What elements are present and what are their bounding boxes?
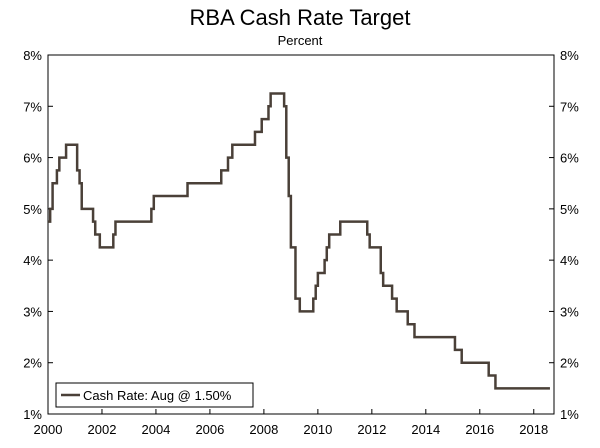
- y-tick-label-right: 2%: [560, 356, 579, 371]
- legend-label: Cash Rate: Aug @ 1.50%: [83, 388, 232, 403]
- legend: Cash Rate: Aug @ 1.50%: [55, 382, 254, 408]
- x-axis: 2000 2002 2004 2006 2008 2010 2012 2014 2016 2018: [34, 409, 548, 437]
- y-tick-label-right: 1%: [560, 407, 579, 422]
- x-tick-label: 2008: [249, 422, 278, 437]
- y-tick-label-left: 7%: [23, 99, 42, 114]
- y-tick-label-right: 3%: [560, 304, 579, 319]
- y-tick-label-left: 3%: [23, 304, 42, 319]
- x-tick-label: 2010: [303, 422, 332, 437]
- y-tick-label-left: 8%: [23, 48, 42, 63]
- y-tick-label-right: 4%: [560, 253, 579, 268]
- x-tick-label: 2014: [411, 422, 440, 437]
- y-tick-label-right: 7%: [560, 99, 579, 114]
- y-tick-label-right: 8%: [560, 48, 579, 63]
- y-tick-label-left: 2%: [23, 356, 42, 371]
- y-tick-label-right: 5%: [560, 202, 579, 217]
- y-tick-label-left: 4%: [23, 253, 42, 268]
- cash-rate-line: [48, 92, 550, 390]
- x-tick-label: 2012: [357, 422, 386, 437]
- y-tick-label-left: 1%: [23, 407, 42, 422]
- y-tick-label-left: 5%: [23, 202, 42, 217]
- plot-area: [47, 54, 555, 415]
- x-tick-label: 2018: [519, 422, 548, 437]
- chart-subtitle: Percent: [278, 33, 323, 48]
- y-tick-label-left: 6%: [23, 151, 42, 166]
- x-tick-label: 2006: [195, 422, 224, 437]
- chart-title: RBA Cash Rate Target: [190, 5, 411, 30]
- y-tick-label-right: 6%: [560, 151, 579, 166]
- legend-box: [55, 382, 254, 408]
- y-axis-right: 1% 2% 3% 4% 5% 6% 7% 8%: [549, 48, 579, 422]
- x-tick-label: 2000: [34, 422, 63, 437]
- x-tick-label: 2002: [88, 422, 117, 437]
- x-tick-label: 2016: [465, 422, 494, 437]
- x-tick-label: 2004: [141, 422, 170, 437]
